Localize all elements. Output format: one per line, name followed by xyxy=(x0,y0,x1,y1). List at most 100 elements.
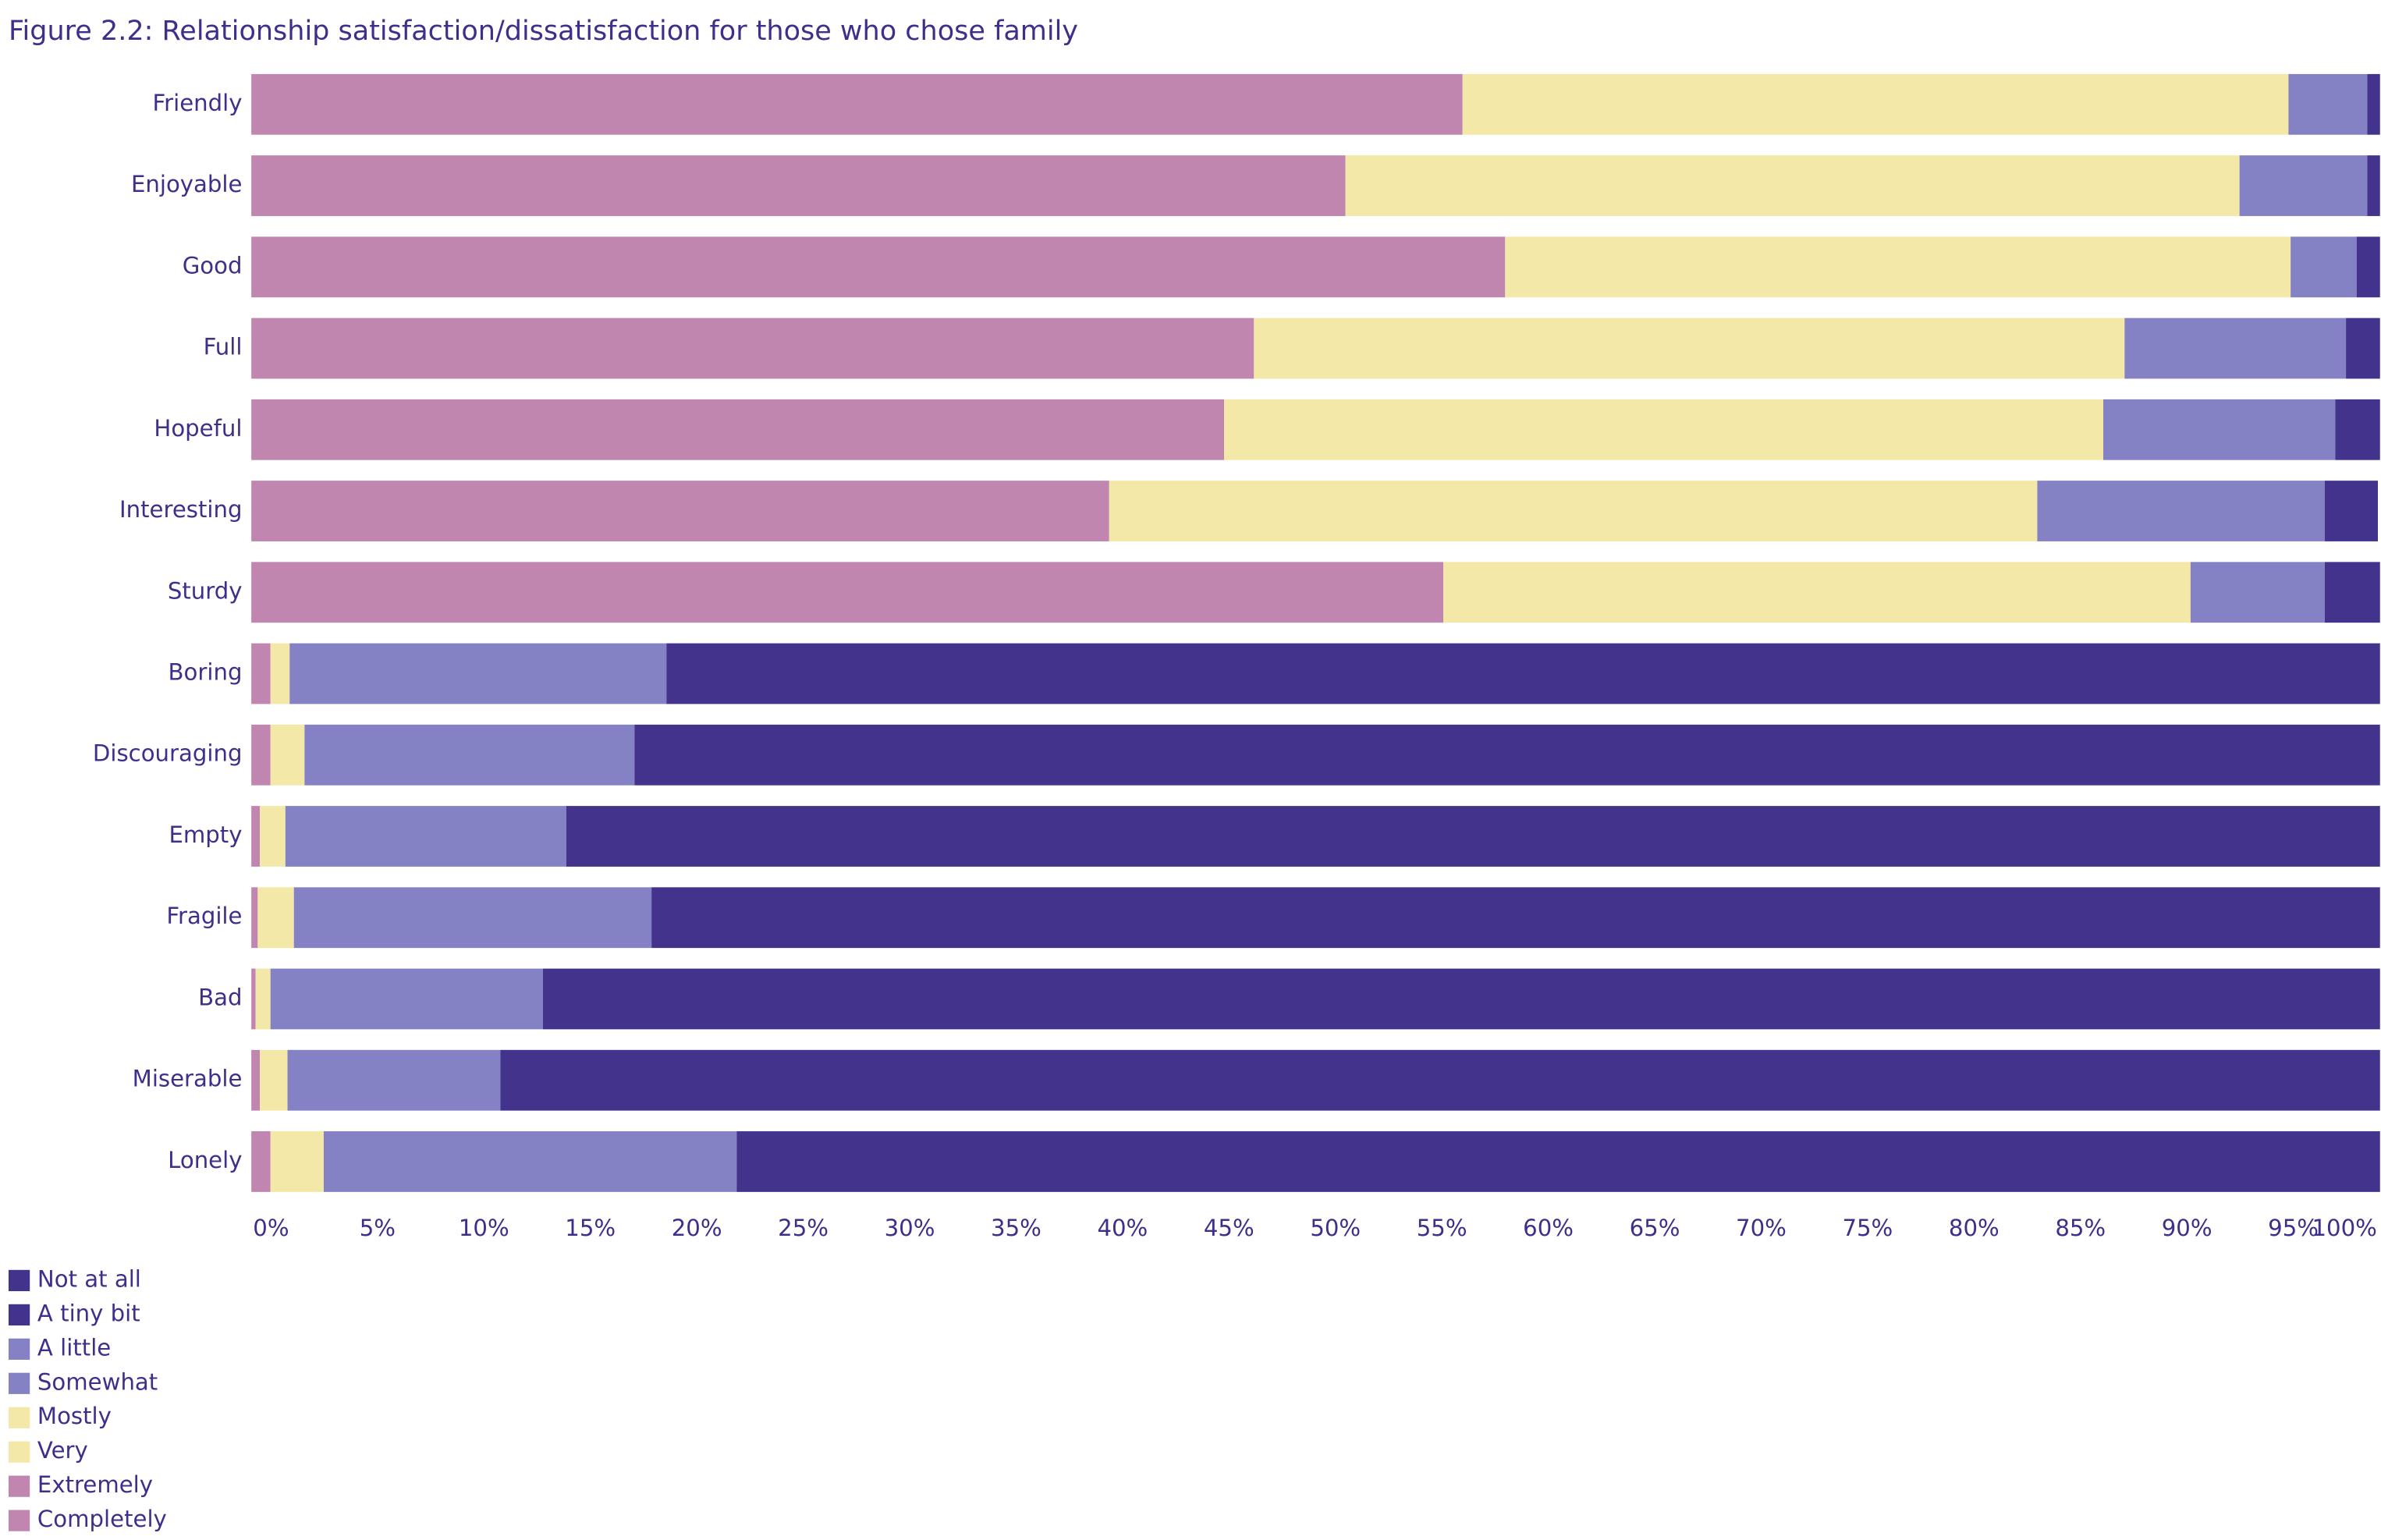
bar-segment xyxy=(2346,318,2380,379)
x-tick-label: 65% xyxy=(1630,1215,1680,1241)
x-tick-label: 25% xyxy=(778,1215,829,1241)
bar-segment xyxy=(2324,562,2380,623)
x-tick-label: 55% xyxy=(1417,1215,1467,1241)
x-tick-label: 80% xyxy=(1949,1215,2000,1241)
y-tick-label: Full xyxy=(204,334,243,360)
bar-segment xyxy=(251,643,271,704)
bar-segment xyxy=(2335,399,2380,460)
bar-segment xyxy=(251,1049,261,1111)
bar-segment xyxy=(1462,73,2289,135)
bar-segment xyxy=(634,724,2380,786)
bar-segment xyxy=(251,562,1444,623)
bar-segment xyxy=(270,968,543,1030)
bar-segment xyxy=(542,968,2380,1030)
legend-swatch xyxy=(8,1304,30,1326)
bar-segment xyxy=(2124,318,2347,379)
bar-segment xyxy=(500,1049,2380,1111)
bar-segment xyxy=(2291,236,2357,298)
legend-swatch xyxy=(8,1441,30,1463)
bar-segment xyxy=(260,1049,288,1111)
bar-segment xyxy=(285,806,566,867)
legend-swatch xyxy=(8,1510,30,1531)
bar-segment xyxy=(1224,399,2104,460)
y-tick-label: Lonely xyxy=(168,1147,242,1173)
bar-segment xyxy=(255,968,271,1030)
legend-label: A tiny bit xyxy=(37,1300,140,1326)
bar-segment xyxy=(566,806,2380,867)
bar-segment xyxy=(666,643,2380,704)
x-tick-label: 5% xyxy=(360,1215,396,1241)
x-tick-label: 20% xyxy=(672,1215,722,1241)
x-tick-label: 15% xyxy=(565,1215,616,1241)
legend-label: Very xyxy=(37,1437,88,1464)
bar-segment xyxy=(1505,236,2291,298)
x-tick-label: 60% xyxy=(1523,1215,1574,1241)
bar-segment xyxy=(1254,318,2125,379)
legend-label: Completely xyxy=(37,1506,167,1532)
x-tick-label: 100% xyxy=(2312,1215,2376,1241)
bar-segment xyxy=(270,643,290,704)
bar-segment xyxy=(1345,155,2240,216)
x-tick-label: 10% xyxy=(459,1215,509,1241)
y-tick-label: Discouraging xyxy=(93,740,243,767)
bar-segment xyxy=(323,1131,737,1192)
bar-segment xyxy=(251,481,1109,541)
x-tick-label: 70% xyxy=(1736,1215,1787,1241)
bar-segment xyxy=(2239,155,2368,216)
x-tick-label: 75% xyxy=(1842,1215,1893,1241)
y-tick-label: Hopeful xyxy=(154,415,242,442)
bar-segment xyxy=(260,806,286,867)
y-tick-label: Bad xyxy=(198,984,242,1010)
bar-segment xyxy=(287,1049,501,1111)
x-tick-label: 95% xyxy=(2268,1215,2319,1241)
y-tick-label: Boring xyxy=(169,659,243,686)
legend-swatch xyxy=(8,1407,30,1428)
bar-segment xyxy=(2037,481,2325,541)
bar-segment xyxy=(293,887,652,949)
bar-segment xyxy=(251,399,1225,460)
legend-swatch xyxy=(8,1338,30,1360)
bar-segment xyxy=(251,968,256,1030)
legend-label: Extremely xyxy=(37,1471,153,1498)
y-tick-label: Sturdy xyxy=(168,577,243,604)
bar-segment xyxy=(651,887,2380,949)
bar-segment xyxy=(2356,236,2380,298)
bar-segment xyxy=(289,643,667,704)
bar-segment xyxy=(2367,73,2380,135)
y-tick-label: Fragile xyxy=(166,903,242,929)
bar-segment xyxy=(257,887,294,949)
x-tick-label: 50% xyxy=(1310,1215,1361,1241)
bar-segment xyxy=(251,806,261,867)
bar-segment xyxy=(304,724,635,786)
y-tick-label: Interesting xyxy=(119,496,242,523)
bar-segment xyxy=(2288,73,2368,135)
legend-label: Mostly xyxy=(37,1403,112,1429)
bar-segment xyxy=(251,73,1463,135)
legend-label: A little xyxy=(37,1334,111,1361)
x-tick-label: 35% xyxy=(991,1215,1041,1241)
bar-segment xyxy=(251,155,1346,216)
y-tick-label: Enjoyable xyxy=(131,171,243,197)
legend-label: Not at all xyxy=(37,1265,141,1292)
bar-segment xyxy=(251,1131,271,1192)
bar-segment xyxy=(1443,562,2191,623)
bar-segment xyxy=(251,887,258,949)
y-tick-label: Empty xyxy=(169,821,242,848)
bar-segment xyxy=(2190,562,2325,623)
legend-swatch xyxy=(8,1269,30,1292)
x-tick-label: 85% xyxy=(2055,1215,2106,1241)
bar-segment xyxy=(736,1131,2380,1192)
y-tick-label: Miserable xyxy=(133,1066,243,1092)
bar-segment xyxy=(270,1131,324,1192)
bar-segment xyxy=(270,724,305,786)
x-tick-label: 45% xyxy=(1204,1215,1254,1241)
bar-segment xyxy=(1109,481,2038,541)
x-tick-label: 30% xyxy=(885,1215,935,1241)
bar-segment xyxy=(251,236,1506,298)
y-tick-label: Friendly xyxy=(152,90,242,116)
bar-segment xyxy=(2103,399,2336,460)
bar-segment xyxy=(251,318,1254,379)
bar-segment xyxy=(2324,481,2379,541)
